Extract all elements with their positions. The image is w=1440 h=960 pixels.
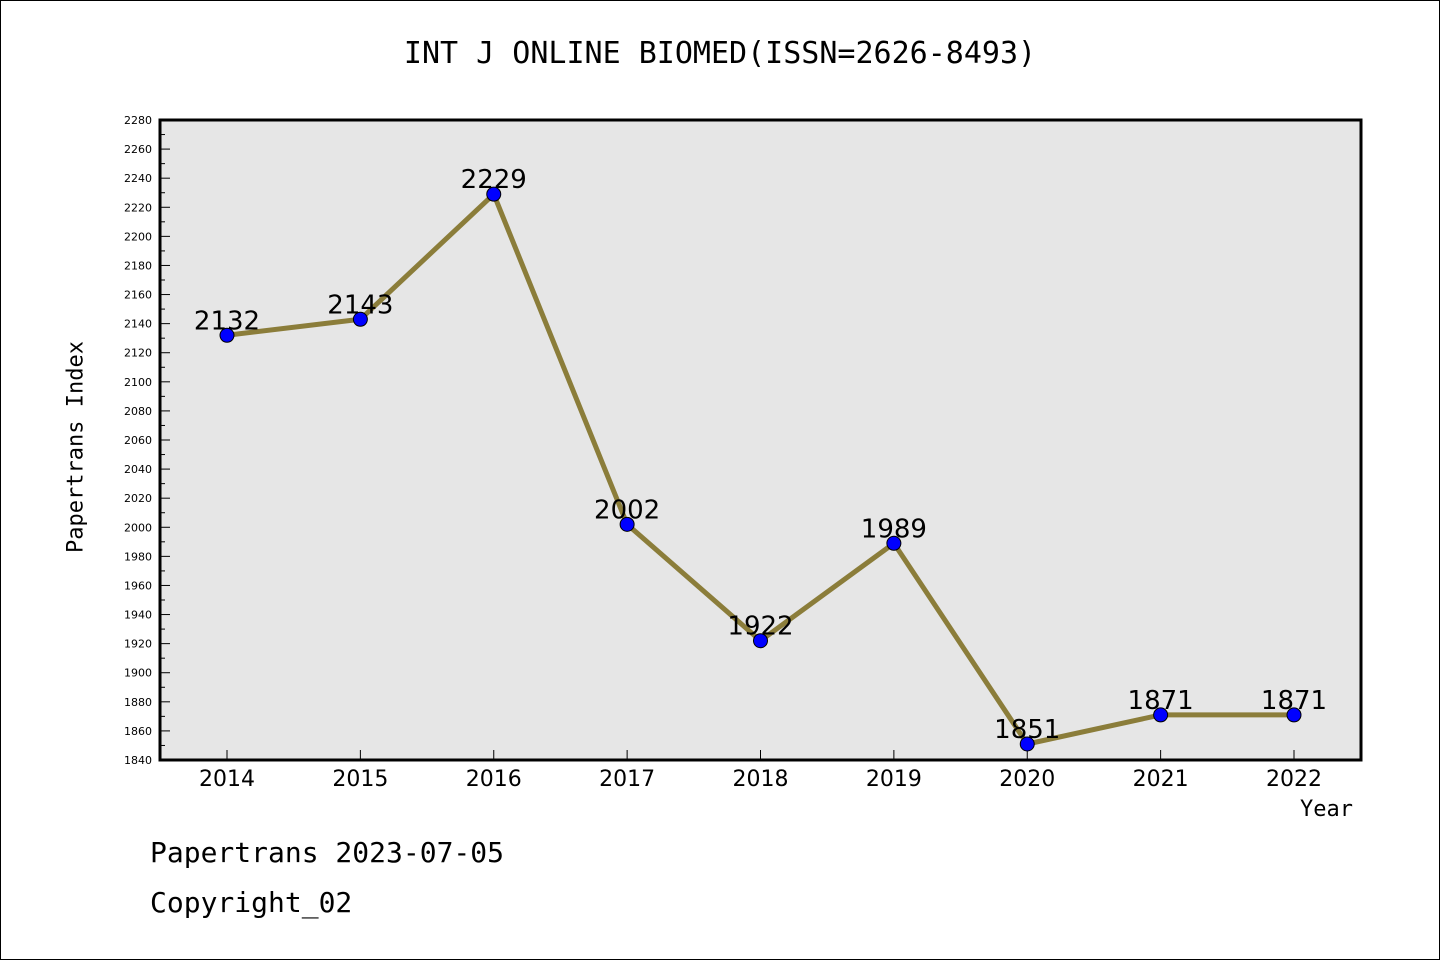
x-tick-label: 2017 [599, 767, 655, 792]
y-tick-label: 2220 [124, 201, 152, 214]
footer-copyright: Copyright_02 [150, 886, 353, 919]
data-label: 1871 [1128, 686, 1194, 716]
data-label: 1922 [727, 612, 793, 642]
data-point [753, 633, 768, 649]
data-point [886, 535, 902, 551]
y-tick-label: 1920 [124, 638, 152, 651]
data-label: 1989 [861, 514, 927, 544]
x-tick-label: 2019 [866, 767, 922, 792]
data-point [1153, 707, 1169, 723]
data-label: 2229 [461, 165, 527, 195]
y-tick-label: 2280 [124, 114, 152, 127]
y-tick-label: 2180 [124, 259, 152, 272]
data-label: 2143 [327, 290, 393, 320]
x-tick-label: 2018 [733, 767, 789, 792]
y-tick-label: 1880 [124, 696, 152, 709]
x-tick-label: 2021 [1133, 767, 1189, 792]
data-label: 1871 [1261, 686, 1327, 716]
x-axis-label: Year [1300, 797, 1353, 822]
x-tick-label: 2022 [1266, 767, 1322, 792]
data-label: 1851 [994, 715, 1060, 745]
data-label: 2002 [594, 495, 660, 525]
y-tick-label: 2060 [124, 434, 152, 447]
x-tick-label: 2020 [999, 767, 1055, 792]
y-tick-label: 1840 [124, 754, 152, 767]
y-tick-label: 1860 [124, 725, 152, 738]
y-tick-label: 1900 [124, 667, 152, 680]
data-point [486, 186, 502, 202]
y-tick-label: 2080 [124, 405, 152, 418]
data-point [352, 311, 368, 327]
x-tick-label: 2014 [199, 767, 255, 792]
y-tick-label: 2120 [124, 347, 152, 360]
data-point [1286, 707, 1302, 723]
y-tick-label: 2160 [124, 289, 152, 302]
y-tick-label: 2000 [124, 521, 152, 534]
data-label: 2132 [194, 306, 260, 336]
x-tick-label: 2016 [466, 767, 522, 792]
plot-border [158, 118, 1363, 762]
chart-title: INT J ONLINE BIOMED(ISSN=2626-8493) [403, 36, 1037, 71]
data-point [619, 516, 635, 532]
y-tick-label: 2140 [124, 318, 152, 331]
y-tick-label: 2100 [124, 376, 152, 389]
y-tick-label: 2240 [124, 172, 152, 185]
x-tick-label: 2015 [332, 767, 388, 792]
y-tick-label: 1940 [124, 609, 152, 622]
plot-area [160, 120, 1361, 760]
y-tick-label: 2040 [124, 463, 152, 476]
y-tick-label: 2260 [124, 143, 152, 156]
y-tick-label: 2020 [124, 492, 152, 505]
y-tick-label: 1980 [124, 550, 152, 563]
y-tick-label: 2200 [124, 230, 152, 243]
y-tick-label: 1960 [124, 579, 152, 592]
footer-date: Papertrans 2023-07-05 [150, 836, 505, 869]
data-point [1019, 736, 1035, 752]
data-point [219, 327, 235, 343]
